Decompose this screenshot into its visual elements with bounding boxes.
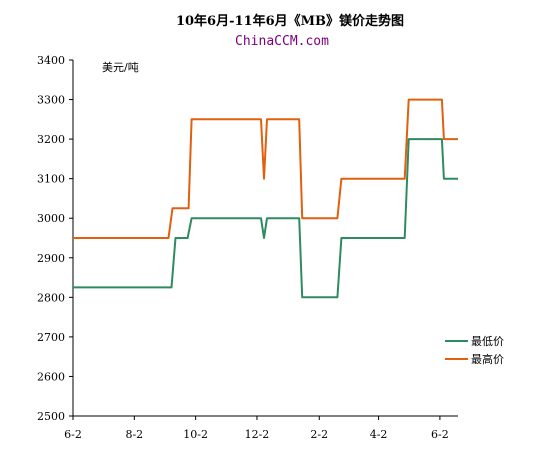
x-tick-label: 12-2 [245,428,270,441]
x-tick-label: 6-2 [431,428,449,441]
chart-subtitle: ChinaCCM.com [235,34,329,49]
x-tick-label: 8-2 [125,428,143,441]
chart-title: 10年6月-11年6月《MB》镁价走势图 [176,13,404,29]
legend: 最低价 最高价 [445,335,504,366]
y-tick-label: 2800 [37,291,65,304]
y-tick-label: 2900 [37,252,65,265]
y-tick-label: 2700 [37,331,65,344]
legend-label-low: 最低价 [471,335,504,348]
y-ticks: 2500 2600 2700 2800 2900 3000 3100 3200 3300 3400 [37,54,73,423]
x-tick-label: 4-2 [370,428,388,441]
x-tick-label: 6-2 [64,428,82,441]
x-tick-label: 2-2 [310,428,328,441]
y-tick-label: 2600 [37,370,65,383]
y-tick-label: 3200 [37,133,65,146]
series-lines [73,98,458,299]
y-tick-label: 3000 [37,212,65,225]
x-ticks: 6-2 8-2 10-2 12-2 2-2 4-2 6-2 [64,416,449,441]
legend-label-high: 最高价 [471,352,504,366]
y-tick-label: 3300 [37,94,65,107]
series-line-low [73,138,458,299]
series-line-high [73,98,458,239]
y-tick-label: 2500 [37,410,65,423]
y-tick-label: 3400 [37,54,65,67]
y-unit-label: 美元/吨 [102,61,139,74]
y-tick-label: 3100 [37,173,65,186]
x-tick-label: 10-2 [183,428,208,441]
